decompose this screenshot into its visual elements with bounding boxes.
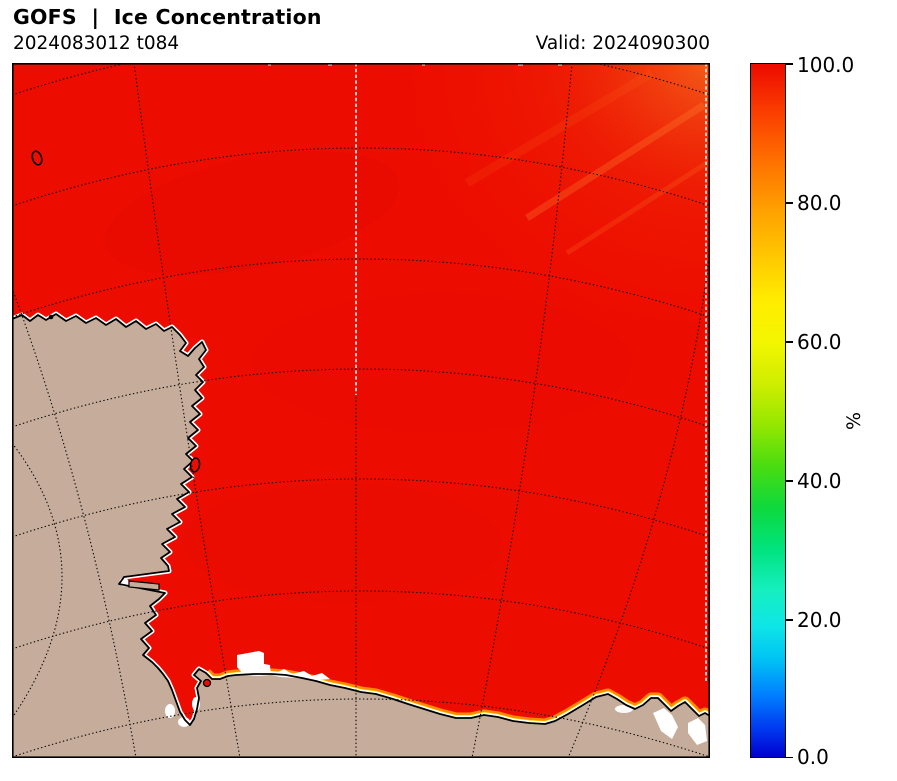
coastline xyxy=(12,313,710,758)
colorbar-tick-label: 20.0 xyxy=(797,608,842,632)
ice-streak xyxy=(525,102,706,221)
colorbar-tick xyxy=(786,202,793,204)
model-run-timestamp: 2024083012 t084 xyxy=(13,33,180,54)
northeast-lower-concentration xyxy=(412,63,710,323)
colorbar-tick xyxy=(786,480,793,482)
ice-streak xyxy=(464,69,655,187)
ice-concentration-map xyxy=(12,63,710,758)
colorbar-tick xyxy=(786,63,793,65)
colorbar-tick-label: 100.0 xyxy=(797,53,855,77)
colorbar-tick-label: 80.0 xyxy=(797,191,842,215)
colorbar-tick xyxy=(786,756,793,759)
land-mass xyxy=(12,314,710,758)
graticule xyxy=(12,63,710,758)
polynya-open-water xyxy=(119,577,707,745)
seam-meridian-white xyxy=(355,63,707,681)
ice-streak xyxy=(565,158,710,256)
colorbar-tick-label: 40.0 xyxy=(797,469,842,493)
valid-timestamp: Valid: 2024090300 xyxy=(535,33,710,54)
colorbar-unit-label: % xyxy=(843,411,866,431)
colorbar-tick xyxy=(786,341,793,343)
ice-texture-blob xyxy=(182,483,502,603)
ice-texture-blob xyxy=(252,293,632,433)
page-title: GOFS | Ice Concentration xyxy=(13,5,322,29)
colorbar-tick-label: 0.0 xyxy=(797,745,829,769)
map-border xyxy=(12,63,710,758)
islands xyxy=(31,150,212,688)
colorbar-tick-label: 60.0 xyxy=(797,330,842,354)
colorbar xyxy=(750,63,786,758)
colorbar-tick xyxy=(786,619,793,621)
ice-texture-blob xyxy=(104,150,400,276)
